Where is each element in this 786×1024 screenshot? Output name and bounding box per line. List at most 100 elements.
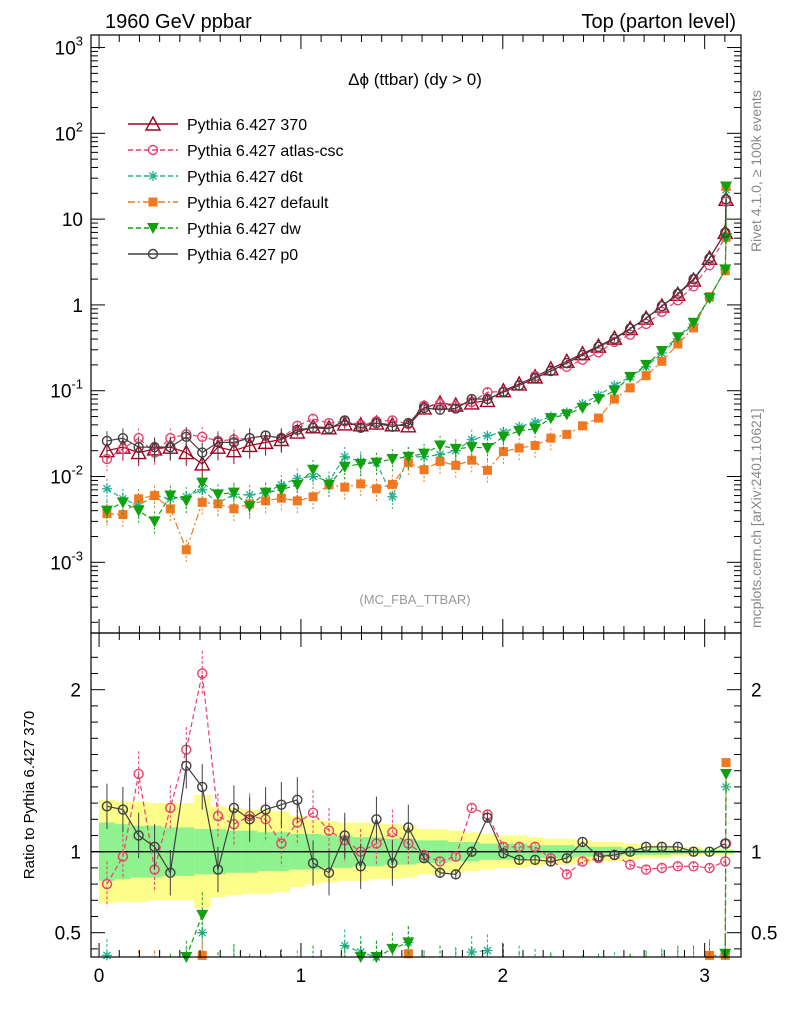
data-marker [688,846,699,857]
data-marker [147,223,159,234]
data-marker [609,336,620,348]
header-right: Top (parton level) [581,11,736,33]
data-marker [498,848,509,859]
data-marker [307,464,320,476]
data-marker [545,856,557,867]
ratio-line [360,941,409,958]
data-marker [213,499,223,509]
data-marker [101,453,113,465]
data-marker [165,504,175,514]
data-marker [482,465,492,475]
data-marker [704,253,715,264]
data-marker [608,385,621,397]
data-marker [720,227,731,238]
data-marker [134,494,144,504]
data-marker [354,458,367,470]
data-marker [482,812,493,823]
data-marker [386,454,399,466]
data-marker [276,838,287,849]
data-marker [592,394,605,406]
data-marker [323,825,335,836]
data-marker [101,878,113,890]
legend-entry: Pythia 6.427 dw [128,221,301,238]
ratio-y-tick-label: 2 [70,681,81,702]
data-marker [356,479,366,489]
data-marker [355,861,366,872]
data-marker [704,260,715,271]
data-marker [101,483,112,494]
data-marker [688,273,699,285]
data-marker [197,431,208,443]
data-marker [147,144,159,156]
data-marker [451,460,461,470]
data-marker [178,444,195,460]
data-marker [387,491,398,502]
data-marker [482,430,493,441]
data-marker [197,781,208,793]
data-marker [147,248,159,260]
data-marker [117,432,129,444]
data-marker [513,854,525,865]
data-marker [688,281,699,292]
data-marker [370,457,383,469]
legend-entry: Pythia 6.427 atlas-csc [128,143,344,160]
data-marker [498,447,508,457]
data-marker [530,417,541,428]
data-marker [720,838,731,849]
data-marker [720,181,733,193]
data-marker [261,496,271,506]
data-marker [513,380,525,391]
data-marker [196,909,209,921]
data-marker [450,869,461,880]
data-marker [624,371,637,383]
data-marker [577,349,588,361]
data-marker [609,380,620,391]
data-marker [672,841,684,853]
data-marker [212,864,224,875]
data-marker [323,867,335,878]
main-series [98,181,735,564]
data-marker [403,822,414,833]
data-marker [640,359,653,371]
data-marker [656,841,668,853]
series-line [106,186,727,552]
y-tick-label: 10-3 [50,548,83,574]
data-marker [467,455,477,465]
data-marker [117,804,129,815]
data-marker [625,383,635,393]
ratio-ylabel: Ratio to Pythia 6.427 370 [21,711,38,879]
data-marker [545,365,557,377]
data-marker [704,862,715,874]
data-marker [435,449,446,460]
data-marker [546,433,556,443]
x-tick-label: 2 [498,966,509,987]
data-marker [244,814,255,825]
series-line [106,199,727,454]
data-marker [371,484,381,494]
data-marker [387,421,398,432]
data-marker [721,758,731,768]
data-marker [133,768,144,780]
data-marker [132,505,145,517]
data-marker [371,417,382,429]
legend-entry: Pythia 6.427 default [128,195,329,212]
data-marker [98,442,116,458]
data-marker [719,264,732,276]
data-marker [703,293,716,305]
data-marker [180,495,193,507]
ratio-panel: 0.5 0.5 1 1 2 2 Ratio to Pythia 6.427 370 [21,632,777,963]
data-marker [435,456,445,466]
legend-label: Pythia 6.427 370 [187,117,307,134]
data-marker [434,867,446,878]
data-marker [260,430,271,441]
data-marker [229,504,239,514]
legend-entry: Pythia 6.427 p0 [128,247,298,264]
data-marker [561,852,572,864]
x-tick-label: 1 [296,966,307,987]
data-marker [672,295,684,306]
data-marker [387,479,397,489]
main-panel: Δϕ (ttbar) (dy > 0) (MC_FBA_TTBAR) 10-31… [50,34,742,634]
data-marker [387,827,398,838]
data-marker [656,862,668,874]
